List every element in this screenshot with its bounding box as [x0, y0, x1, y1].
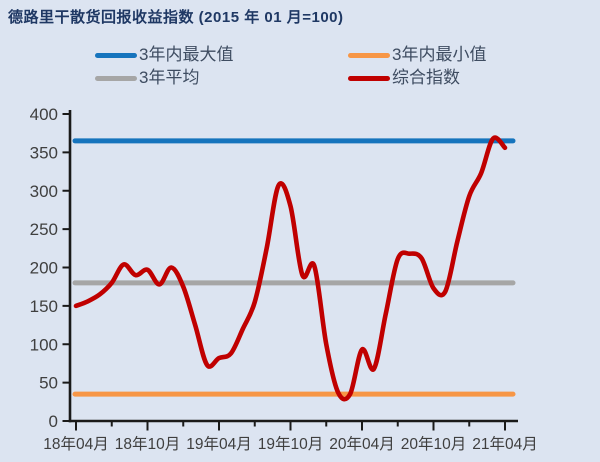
x-tick-label: 21年04月	[472, 435, 537, 453]
legend-item-max: 3年内最大值	[95, 45, 233, 65]
composite-index-line	[73, 135, 508, 402]
legend-item-avg: 3年平均	[95, 68, 199, 88]
x-tick-label: 19年10月	[258, 435, 323, 453]
index-line-swatch	[348, 75, 390, 81]
y-tick-label: 200	[30, 259, 58, 278]
y-tick-label: 50	[39, 374, 58, 393]
max-line-swatch	[95, 52, 137, 58]
y-tick-label: 0	[49, 412, 58, 431]
avg-line-swatch	[95, 75, 137, 81]
x-tick-label: 20年10月	[401, 435, 466, 453]
chart-legend: 3年内最大值 3年内最小值 3年平均 综合指数	[0, 0, 600, 96]
legend-item-min: 3年内最小值	[348, 45, 486, 65]
x-tick-label: 18年10月	[115, 435, 180, 453]
y-tick-label: 300	[30, 182, 58, 201]
min-line-swatch	[348, 52, 390, 58]
legend-label-max: 3年内最大值	[139, 45, 234, 64]
legend-item-index: 综合指数	[348, 68, 460, 88]
y-tick-label: 250	[30, 220, 58, 239]
chart-title: 德路里干散货回报收益指数 (2015 年 01 月=100)	[8, 9, 344, 26]
legend-label-min: 3年内最小值	[392, 45, 487, 64]
x-tick-label: 19年04月	[186, 435, 251, 453]
y-tick-label: 350	[30, 143, 58, 162]
x-tick-label: 18年04月	[43, 435, 108, 453]
y-tick-label: 100	[30, 335, 58, 354]
legend-label-index: 综合指数	[392, 68, 460, 87]
y-tick-label: 150	[30, 297, 58, 316]
y-tick-label: 400	[30, 105, 58, 124]
x-tick-label: 20年04月	[329, 435, 394, 453]
legend-label-avg: 3年平均	[139, 68, 200, 87]
